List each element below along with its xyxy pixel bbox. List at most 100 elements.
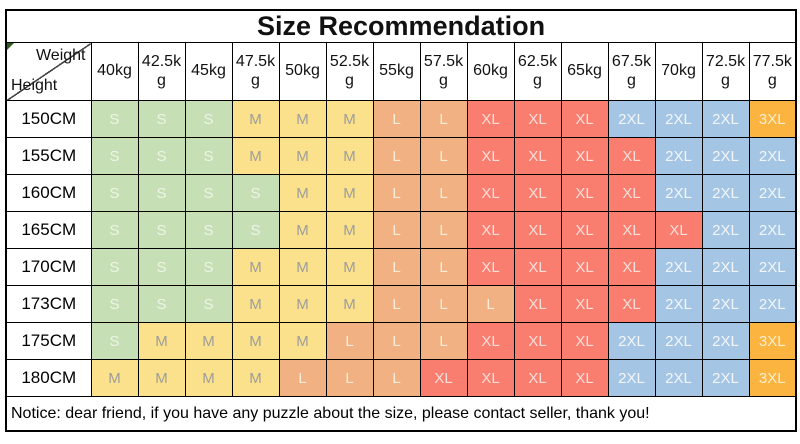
size-cell: L (419, 137, 468, 175)
weight-col-header: 50kg (278, 42, 327, 101)
size-cell: XL (513, 211, 562, 249)
size-cell: XL (513, 322, 562, 360)
size-cell: XL (513, 100, 562, 138)
size-cell: 3XL (748, 100, 797, 138)
size-cell: XL (560, 211, 609, 249)
size-cell: S (137, 174, 186, 212)
height-row-header: 150CM (5, 100, 92, 138)
size-cell: M (231, 248, 280, 286)
table-row: 155CM S S S M M M L L XL XL XL XL 2XL 2XL 2XL (5, 137, 797, 175)
size-cell: 2XL (701, 174, 750, 212)
size-cell: 2XL (654, 174, 703, 212)
size-cell: M (231, 100, 280, 138)
size-cell: M (137, 322, 186, 360)
weight-col-header: 55kg (372, 42, 421, 101)
size-cell: S (184, 174, 233, 212)
size-cell: 2XL (701, 359, 750, 397)
size-cell: M (90, 359, 139, 397)
weight-col-header: 57.5kg (419, 42, 468, 101)
size-cell: XL (560, 248, 609, 286)
size-cell: XL (513, 174, 562, 212)
size-cell: M (325, 285, 374, 323)
size-cell: 3XL (748, 359, 797, 397)
size-cell: 2XL (654, 359, 703, 397)
size-cell: M (231, 137, 280, 175)
size-cell: 2XL (748, 285, 797, 323)
size-cell: XL (513, 248, 562, 286)
size-cell: L (419, 100, 468, 138)
size-cell: M (278, 322, 327, 360)
size-cell: L (372, 322, 421, 360)
size-cell: XL (466, 100, 515, 138)
size-cell: L (372, 174, 421, 212)
height-row-header: 170CM (5, 248, 92, 286)
size-cell: M (184, 322, 233, 360)
size-cell: M (231, 322, 280, 360)
size-cell: S (184, 285, 233, 323)
size-cell: L (372, 100, 421, 138)
height-row-header: 155CM (5, 137, 92, 175)
table-row: 170CM S S S M M M L L XL XL XL XL 2XL 2XL 2XL (5, 248, 797, 286)
corner-weight-label: Weight (35, 47, 86, 64)
size-cell: 2XL (748, 137, 797, 175)
size-cell: XL (607, 285, 656, 323)
size-cell: L (372, 285, 421, 323)
size-cell: 2XL (654, 100, 703, 138)
weight-col-header: 52.5kg (325, 42, 374, 101)
weight-col-header: 70kg (654, 42, 703, 101)
size-cell: 2XL (748, 248, 797, 286)
weight-col-header: 42.5kg (137, 42, 186, 101)
weight-col-header: 45kg (184, 42, 233, 101)
size-cell: 2XL (654, 322, 703, 360)
size-cell: L (325, 322, 374, 360)
size-cell: XL (466, 322, 515, 360)
size-cell: 2XL (701, 211, 750, 249)
size-cell: XL (466, 359, 515, 397)
size-cell: S (90, 100, 139, 138)
size-cell: XL (560, 174, 609, 212)
weight-col-header: 67.5kg (607, 42, 656, 101)
size-cell: S (90, 248, 139, 286)
size-cell: 2XL (654, 285, 703, 323)
size-cell: 2XL (654, 248, 703, 286)
size-cell: L (278, 359, 327, 397)
size-cell: M (325, 100, 374, 138)
size-cell: 2XL (701, 248, 750, 286)
size-cell: XL (560, 359, 609, 397)
size-cell: XL (607, 174, 656, 212)
weight-header-row: Weight Height 40kg 42.5kg 45kg 47.5kg 50kg 52… (5, 42, 797, 101)
size-cell: S (184, 137, 233, 175)
size-cell: 2XL (701, 100, 750, 138)
size-cell: XL (607, 137, 656, 175)
notice-row: Notice: dear friend, if you have any puz… (5, 396, 797, 432)
corner-weight-height-cell: Weight Height (5, 42, 92, 101)
size-cell: L (419, 211, 468, 249)
size-cell: 2XL (701, 137, 750, 175)
size-cell: S (90, 211, 139, 249)
size-cell: S (90, 285, 139, 323)
size-cell: XL (513, 137, 562, 175)
size-cell: S (184, 211, 233, 249)
size-cell: XL (513, 359, 562, 397)
size-cell: XL (607, 248, 656, 286)
corner-height-label: Height (11, 76, 58, 94)
size-cell: 2XL (654, 137, 703, 175)
size-cell: L (419, 322, 468, 360)
table-row: 150CM S S S M M M L L XL XL XL 2XL 2XL 2XL 3XL (5, 100, 797, 138)
size-cell: L (372, 359, 421, 397)
size-cell: L (419, 174, 468, 212)
size-cell: S (90, 137, 139, 175)
size-cell: S (90, 174, 139, 212)
table-row: 173CM S S S M M M L L L XL XL XL 2XL 2XL 2XL (5, 285, 797, 323)
size-cell: L (419, 248, 468, 286)
size-cell: XL (513, 285, 562, 323)
size-cell: L (372, 211, 421, 249)
height-row-header: 180CM (5, 359, 92, 397)
size-cell: M (184, 359, 233, 397)
size-cell: XL (466, 137, 515, 175)
size-cell: M (278, 137, 327, 175)
table-row: 160CM S S S S M M L L XL XL XL XL 2XL 2XL 2XL (5, 174, 797, 212)
title-row: Size Recommendation (5, 9, 797, 43)
size-cell: S (137, 100, 186, 138)
